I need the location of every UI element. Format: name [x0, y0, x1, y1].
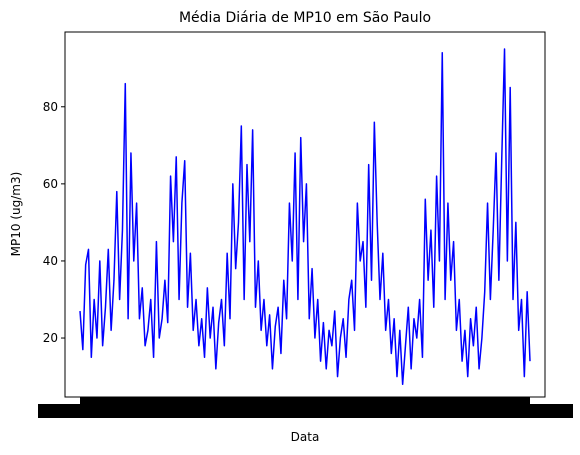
- x-tick-labels-overlap: [38, 404, 573, 418]
- x-axis-label: Data: [291, 430, 320, 444]
- chart-title: Média Diária de MP10 em São Paulo: [179, 10, 431, 26]
- y-tick-label: 40: [43, 254, 58, 268]
- y-tick-label: 20: [43, 331, 58, 345]
- y-tick-label: 60: [43, 177, 58, 191]
- y-tick-label: 80: [43, 100, 58, 114]
- data-line: [79, 48, 531, 386]
- x-tick-marks: [80, 397, 530, 404]
- axes-frame: [64, 31, 546, 398]
- y-axis-label: MP10 (ug/m3): [9, 172, 23, 257]
